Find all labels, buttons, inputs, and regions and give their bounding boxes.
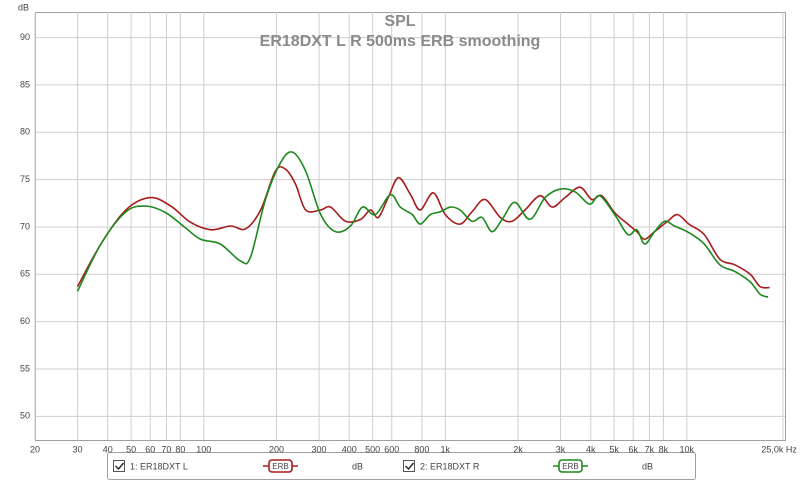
series-line: [76, 151, 769, 298]
legend: 1: ER18DXT L ERB dB 2: ER18DXT R ERB dB: [113, 459, 653, 473]
x-tick-label: 4k: [586, 444, 596, 454]
x-tick-label: 500: [365, 444, 380, 454]
y-tick-label: 65: [20, 269, 30, 279]
x-tick-label: 7k: [645, 444, 655, 454]
x-tick-label: 50: [126, 444, 136, 454]
legend-smoothing: ERB: [272, 462, 288, 471]
x-tick-label: 200: [269, 444, 284, 454]
legend-smoothing-box: [268, 459, 293, 473]
x-tick-label: 60: [145, 444, 155, 454]
x-tick-label: 400: [342, 444, 357, 454]
x-tick-label: 1k: [441, 444, 451, 454]
x-tick-label: 20: [30, 444, 40, 454]
x-tick-label: 8k: [659, 444, 669, 454]
y-axis-label: dB: [18, 2, 29, 12]
legend-label: 1: ER18DXT L: [130, 461, 188, 471]
legend-smoothing-box: [558, 459, 583, 473]
legend-unit: dB: [642, 461, 653, 471]
x-tick-label: 40: [103, 444, 113, 454]
x-tick-label: 2k: [513, 444, 523, 454]
x-tick-label: 800: [414, 444, 429, 454]
x-tick-label: 3k: [556, 444, 566, 454]
x-tick-label: 300: [312, 444, 327, 454]
y-tick-label: 50: [20, 411, 30, 421]
x-tick-label: 6k: [628, 444, 638, 454]
x-tick-label: 25,0k Hz: [761, 444, 797, 454]
y-tick-label: 60: [20, 316, 30, 326]
checkmark: [115, 462, 125, 471]
legend-unit: dB: [352, 461, 363, 471]
legend-smoothing: ERB: [562, 462, 578, 471]
x-tick-label: 10k: [680, 444, 695, 454]
series-line: [76, 165, 770, 289]
curves: [76, 151, 770, 298]
checkmark: [405, 462, 415, 471]
x-tick-label: 70: [161, 444, 171, 454]
x-tick-label: 100: [196, 444, 211, 454]
y-tick-label: 70: [20, 221, 30, 231]
chart-subtitle: ER18DXT L R 500ms ERB smoothing: [260, 33, 541, 50]
x-tick-label: 5k: [609, 444, 619, 454]
y-tick-label: 90: [20, 32, 30, 42]
legend-checkbox[interactable]: [113, 460, 125, 472]
y-tick-label: 85: [20, 79, 30, 89]
legend-checkbox[interactable]: [403, 460, 415, 472]
y-tick-label: 55: [20, 363, 30, 373]
legend-label: 2: ER18DXT R: [420, 461, 480, 471]
grid: [34, 12, 785, 440]
x-tick-label: 30: [73, 444, 83, 454]
x-tick-label: 80: [175, 444, 185, 454]
x-tick-label: 600: [384, 444, 399, 454]
y-tick-label: 80: [20, 127, 30, 137]
chart-title: SPL: [384, 13, 415, 30]
legend-box: [107, 452, 696, 480]
y-tick-label: 75: [20, 174, 30, 184]
